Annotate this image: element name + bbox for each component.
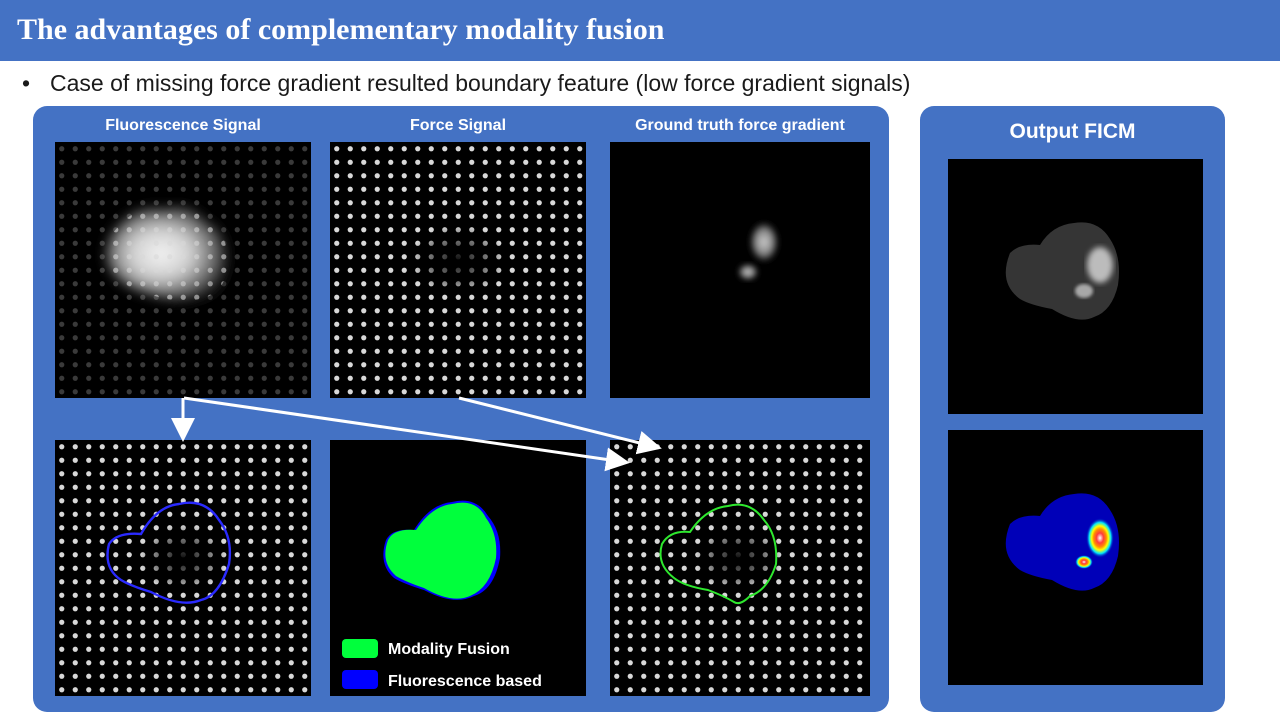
legend-swatch-fluorescence-based	[342, 670, 378, 689]
legend-swatch-modality-fusion	[342, 639, 378, 658]
title-bar: The advantages of complementary modality…	[0, 0, 1280, 61]
fluorescence-signal-image	[55, 142, 311, 398]
ground-truth-force-gradient-image	[610, 142, 870, 398]
ficm-heatmap-output-image	[948, 430, 1203, 685]
bullet-point: • Case of missing force gradient resulted…	[22, 70, 910, 97]
fusion-boundary-image	[610, 440, 870, 696]
force-signal-image	[330, 142, 586, 398]
label-force-signal: Force Signal	[409, 117, 507, 134]
label-ground-truth: Ground truth force gradient	[635, 117, 845, 134]
legend-label-fluorescence-based: Fluorescence based	[388, 673, 542, 690]
bullet-icon: •	[22, 70, 31, 96]
output-ficm-title: Output FICM	[1009, 120, 1136, 143]
ficm-grayscale-output-image	[948, 159, 1203, 414]
label-fluorescence-signal: Fluorescence Signal	[105, 117, 261, 134]
output-ficm-panel: Output FICM	[920, 106, 1225, 712]
bullet-text: Case of missing force gradient resulted …	[50, 70, 911, 96]
comparison-panel: Fluorescence Signal Force Signal Ground …	[33, 106, 889, 712]
segmentation-comparison-image: Modality Fusion Fluorescence based	[330, 440, 586, 696]
legend-label-modality-fusion: Modality Fusion	[388, 641, 510, 658]
slide-title: The advantages of complementary modality…	[17, 13, 665, 46]
fluorescence-boundary-image	[55, 440, 311, 696]
